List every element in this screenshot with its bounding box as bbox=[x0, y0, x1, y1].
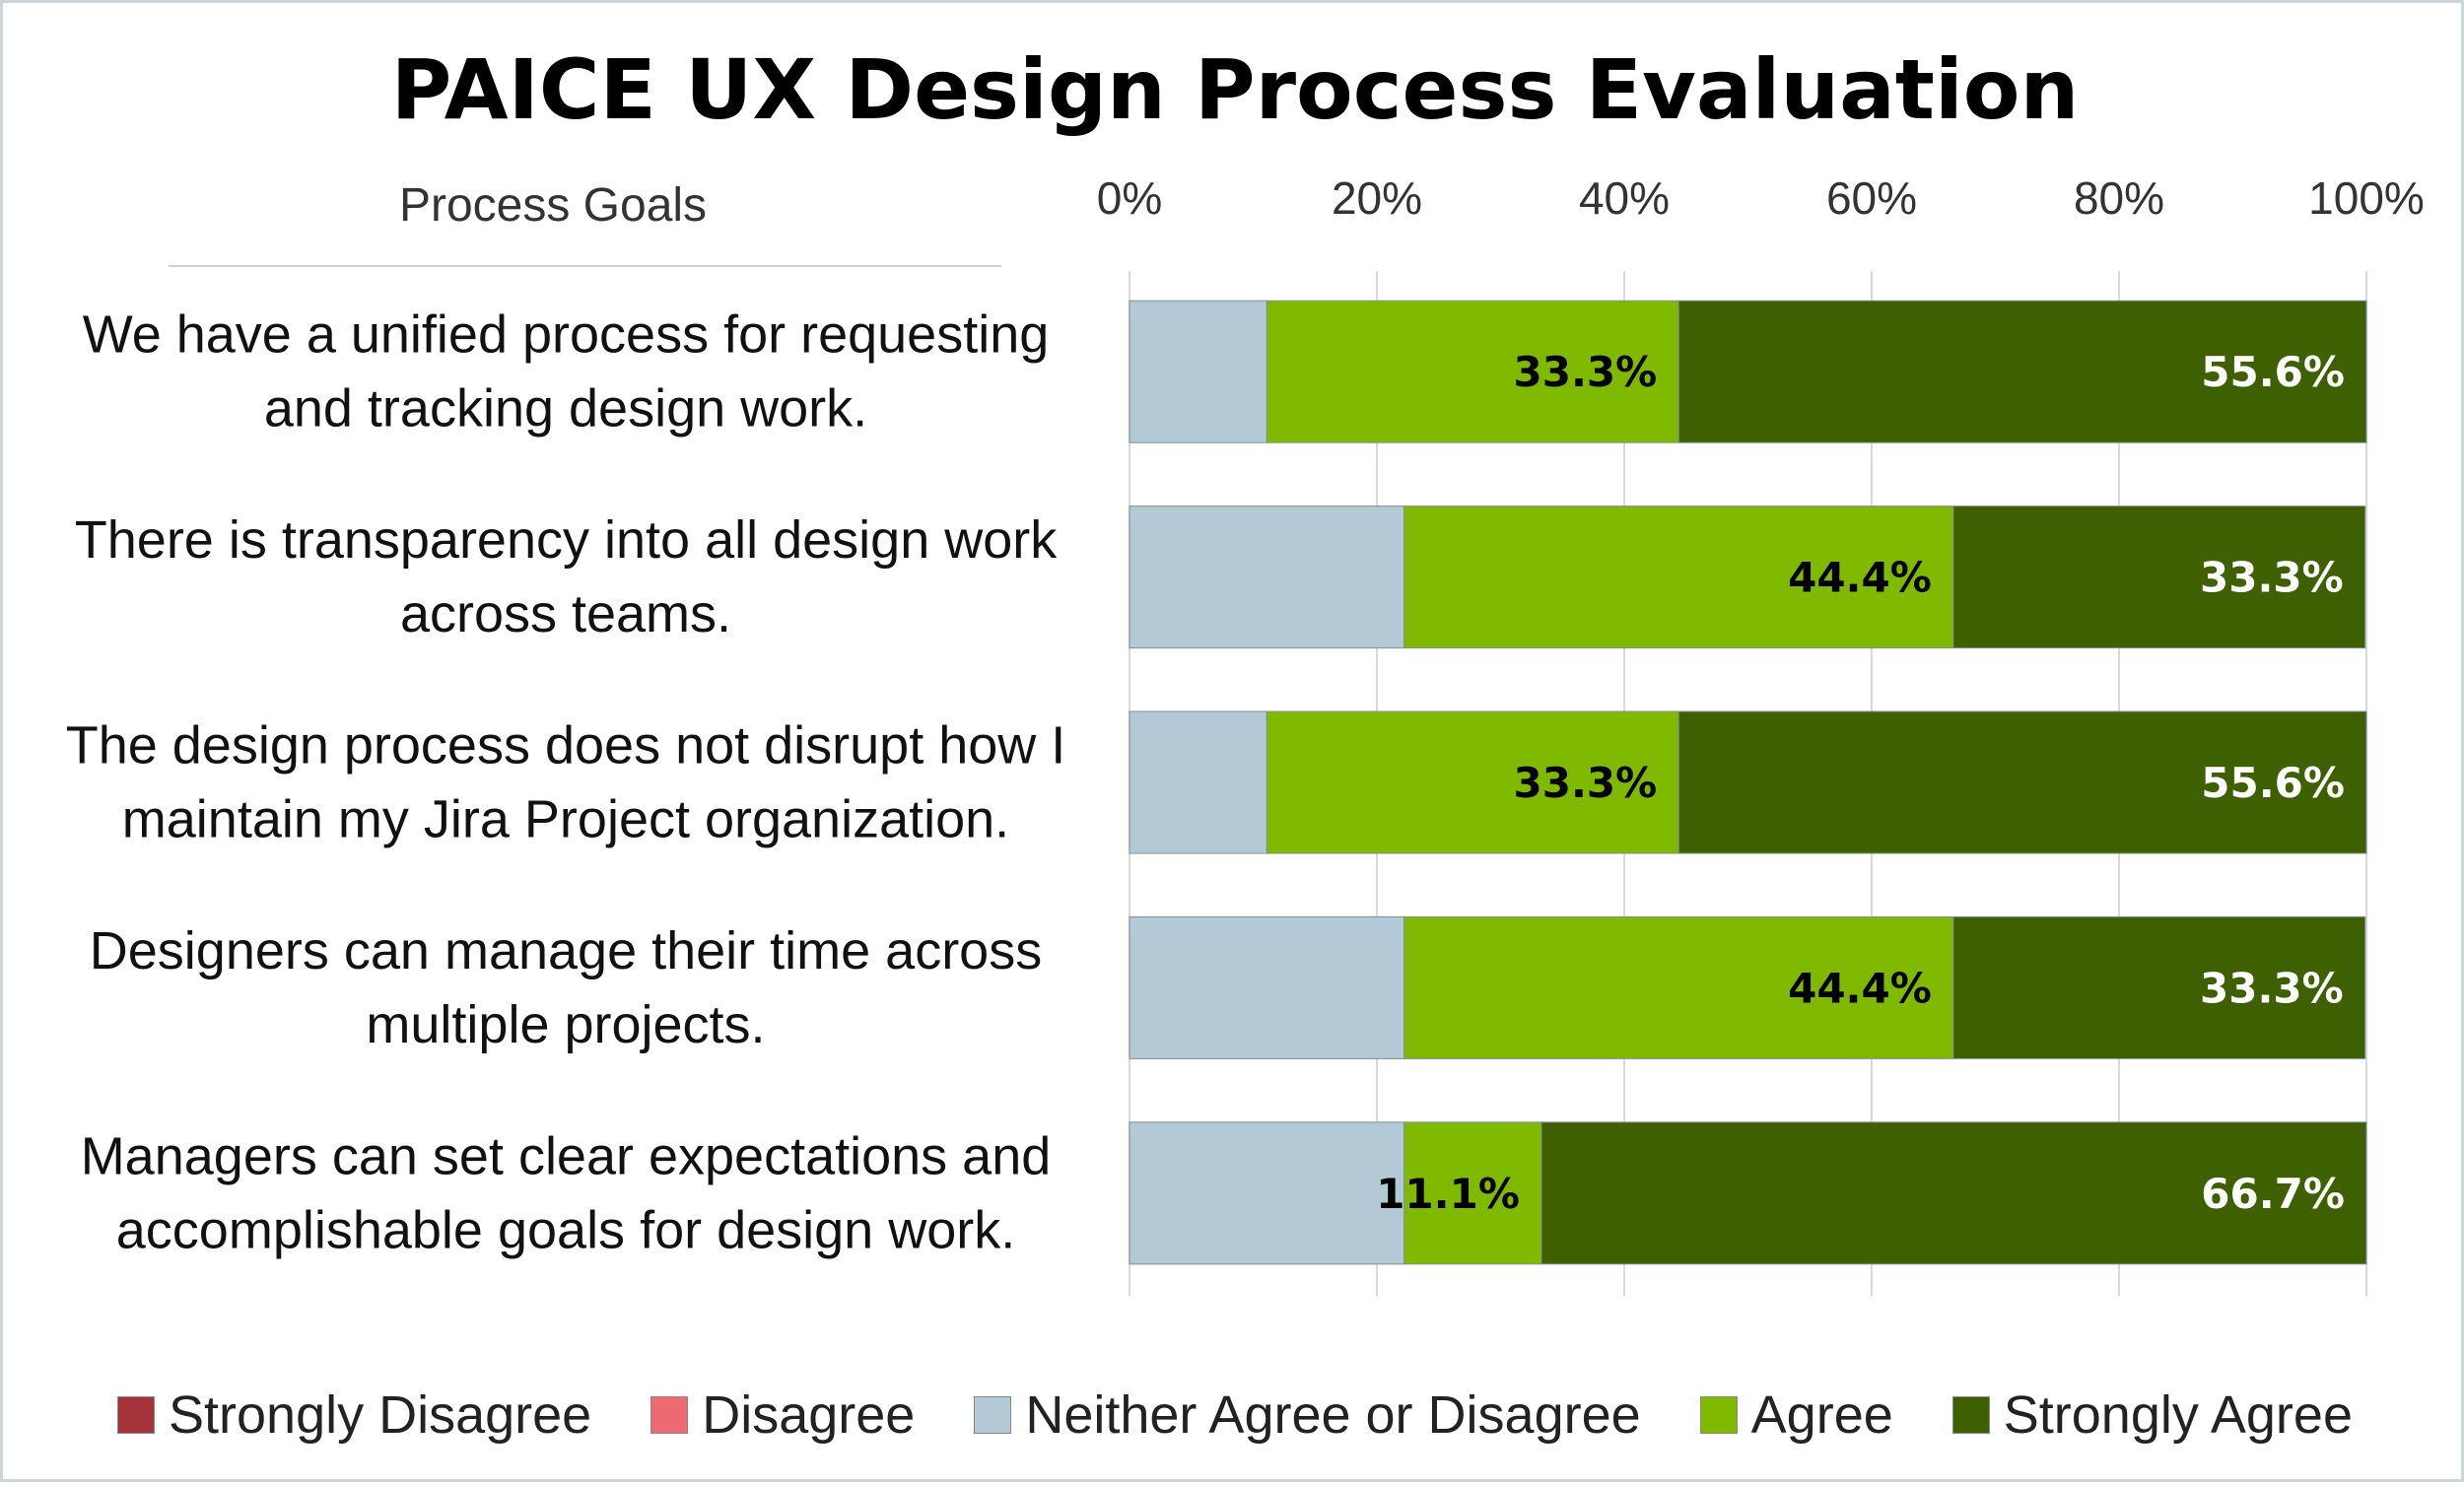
category-label-line: accomplishable goals for design work. bbox=[116, 1200, 1015, 1259]
legend: Strongly Disagree Disagree Neither Agree o… bbox=[3, 1378, 2464, 1452]
data-label: 44.4% bbox=[1788, 554, 1932, 602]
category-label-line: across teams. bbox=[400, 584, 731, 643]
category-label-line: Managers can set clear expectations and bbox=[81, 1126, 1052, 1185]
chart-title: PAICE UX Design Process Evaluation bbox=[390, 41, 2080, 138]
bar-segment bbox=[1266, 300, 1679, 443]
bar-segment bbox=[1129, 1121, 1405, 1265]
bar-segment bbox=[1952, 506, 2366, 649]
category-label-line: There is transparency into all design wo… bbox=[75, 510, 1058, 570]
bar-segment bbox=[1540, 1121, 2367, 1265]
x-tick-label: 80% bbox=[2074, 172, 2164, 224]
category-header-divider bbox=[169, 265, 1001, 267]
data-label: 11.1% bbox=[1376, 1170, 1520, 1218]
legend-label: Agree bbox=[1750, 1385, 1893, 1445]
bar-segment bbox=[1129, 506, 1405, 649]
legend-item: Strongly Disagree bbox=[117, 1384, 591, 1446]
category-label-line: maintain my Jira Project organization. bbox=[122, 790, 1009, 849]
legend-label: Strongly Agree bbox=[2003, 1385, 2353, 1445]
legend-swatch bbox=[117, 1396, 155, 1434]
data-label: 55.6% bbox=[2201, 759, 2345, 807]
legend-label: Disagree bbox=[702, 1385, 916, 1445]
x-tick-label: 40% bbox=[1579, 172, 1670, 224]
chart-plot: 0% 20% 40% 60% 80% 100% 33.3% 55.6% We have a un… bbox=[66, 172, 2425, 1296]
bar-segment bbox=[1403, 915, 1954, 1059]
category-label: There is transparency into all design wo… bbox=[75, 510, 1058, 643]
category-label-line: We have a unified process for requesting bbox=[83, 305, 1050, 365]
data-label: 33.3% bbox=[2200, 554, 2344, 602]
x-tick-label: 100% bbox=[2308, 172, 2425, 224]
bar-segment bbox=[1266, 710, 1679, 854]
data-label: 55.6% bbox=[2201, 348, 2345, 396]
category-label-line: Designers can manage their time across bbox=[90, 921, 1042, 980]
x-tick-label: 20% bbox=[1332, 172, 1422, 224]
bar-segment bbox=[1129, 710, 1267, 854]
x-tick-label: 0% bbox=[1097, 172, 1162, 224]
legend-item: Neither Agree or Disagree bbox=[974, 1384, 1641, 1446]
data-label: 66.7% bbox=[2201, 1170, 2345, 1218]
bar-segment bbox=[1129, 915, 1405, 1059]
data-label: 44.4% bbox=[1788, 964, 1932, 1012]
x-tick-label: 60% bbox=[1826, 172, 1917, 224]
bar-segment bbox=[1129, 300, 1267, 443]
legend-swatch bbox=[1699, 1396, 1738, 1434]
legend-swatch bbox=[1951, 1396, 1990, 1434]
data-label: 33.3% bbox=[1514, 348, 1658, 396]
bar-segment bbox=[1952, 915, 2366, 1059]
category-axis-title: Process Goals bbox=[398, 179, 708, 232]
legend-swatch bbox=[650, 1396, 689, 1434]
legend-label: Strongly Disagree bbox=[169, 1385, 592, 1445]
legend-swatch bbox=[974, 1396, 1012, 1434]
category-label: The design process does not disrupt how … bbox=[66, 716, 1066, 849]
category-label-line: multiple projects. bbox=[366, 995, 765, 1054]
category-label: Managers can set clear expectations and a… bbox=[81, 1126, 1052, 1259]
category-label: Designers can manage their time across mu… bbox=[90, 921, 1042, 1054]
bar-segment bbox=[1677, 300, 2367, 443]
category-label: We have a unified process for requesting… bbox=[83, 305, 1050, 439]
data-label: 33.3% bbox=[1514, 759, 1658, 807]
category-label-line: The design process does not disrupt how … bbox=[66, 716, 1066, 776]
data-label: 33.3% bbox=[2200, 964, 2344, 1012]
legend-item: Agree bbox=[1699, 1384, 1893, 1446]
category-label-line: and tracking design work. bbox=[264, 379, 867, 439]
legend-item: Strongly Agree bbox=[1951, 1384, 2353, 1446]
bar-segment bbox=[1677, 710, 2367, 854]
legend-item: Disagree bbox=[650, 1384, 915, 1446]
legend-label: Neither Agree or Disagree bbox=[1025, 1385, 1641, 1445]
